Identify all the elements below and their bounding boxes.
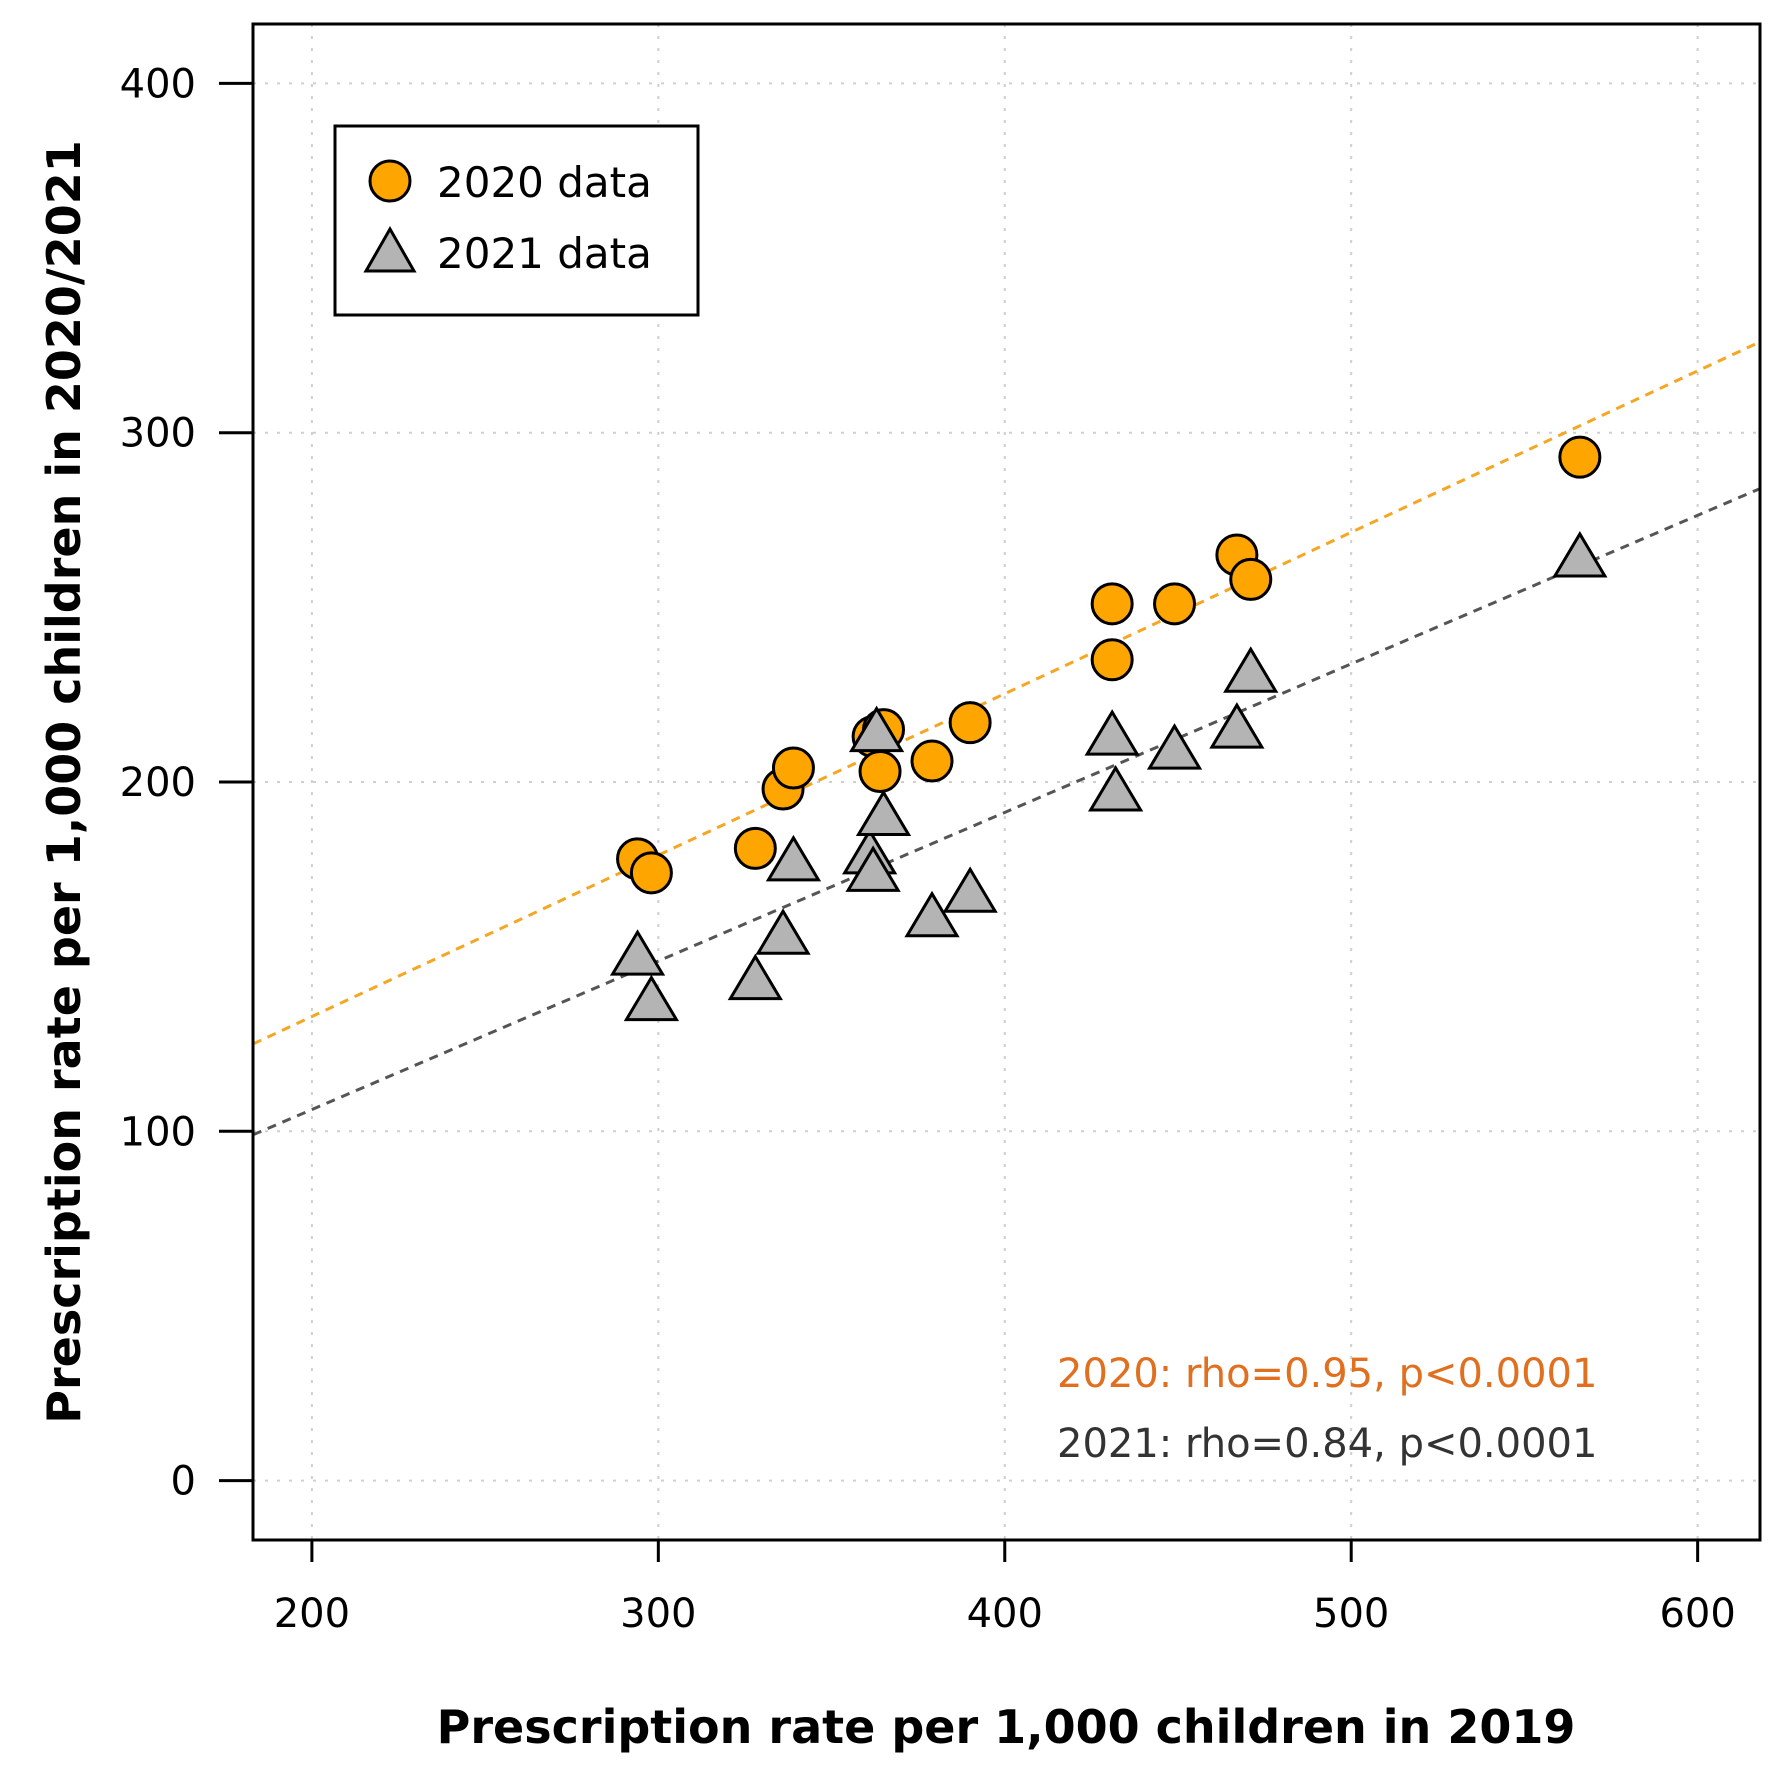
y-tick-label: 400	[120, 61, 196, 107]
data-points	[609, 435, 1608, 1022]
legend-triangle-marker	[363, 225, 417, 273]
y-tick-label: 300	[120, 411, 196, 457]
point-2020	[1558, 435, 1602, 479]
y-tick-label: 100	[120, 1109, 196, 1155]
point-2021	[845, 845, 901, 892]
x-axis-title: Prescription rate per 1,000 children in …	[437, 1700, 1576, 1754]
point-2021	[1223, 646, 1279, 693]
point-2021	[727, 953, 783, 1001]
point-2021	[848, 705, 905, 753]
point-2020	[771, 746, 815, 790]
point-2020	[858, 750, 902, 794]
x-tick-label: 200	[274, 1591, 350, 1637]
point-2021	[1552, 531, 1608, 578]
legend-box	[333, 124, 700, 317]
point-2021	[609, 929, 666, 976]
trend-lines	[252, 340, 1761, 1137]
point-2021	[765, 834, 822, 882]
annotation-2021-stats: 2021: rho=0.84, p<0.0001	[1057, 1421, 1597, 1467]
annotation-2020-stats: 2020: rho=0.95, p<0.0001	[1057, 1351, 1597, 1397]
point-2020	[948, 701, 992, 745]
legend-circle-marker	[368, 159, 412, 203]
point-2020	[733, 826, 777, 870]
y-axis-title: Prescription rate per 1,000 children in …	[37, 140, 91, 1424]
legend-label-2021: 2021 data	[437, 229, 652, 278]
point-2020	[910, 739, 954, 783]
point-2021	[855, 789, 912, 836]
x-tick-label: 500	[1313, 1591, 1389, 1637]
y-tick-label: 0	[171, 1459, 196, 1505]
trend-line-2021-data	[252, 487, 1761, 1137]
x-tick-label: 400	[967, 1591, 1043, 1637]
point-2021	[623, 974, 680, 1022]
point-2021	[1087, 765, 1144, 812]
point-2021	[1209, 702, 1265, 749]
legend: 2020 data 2021 data	[333, 124, 700, 317]
point-2021	[904, 890, 960, 938]
x-tick-label: 300	[620, 1591, 696, 1637]
trend-line-2020-data	[252, 340, 1761, 1046]
point-2020	[629, 851, 673, 895]
point-2020	[1229, 557, 1273, 601]
point-2020	[1153, 582, 1197, 626]
x-tick-label: 600	[1659, 1591, 1735, 1637]
point-2021	[1146, 723, 1203, 770]
axes: 200 300 400 500 600 0 100 200 300 400	[120, 61, 1736, 1637]
point-2021	[755, 908, 811, 955]
point-2020	[1090, 638, 1134, 682]
legend-label-2020: 2020 data	[437, 158, 652, 207]
y-tick-label: 200	[120, 760, 196, 806]
point-2021	[1084, 709, 1140, 756]
point-2021	[942, 866, 998, 913]
point-2020	[1090, 582, 1134, 626]
